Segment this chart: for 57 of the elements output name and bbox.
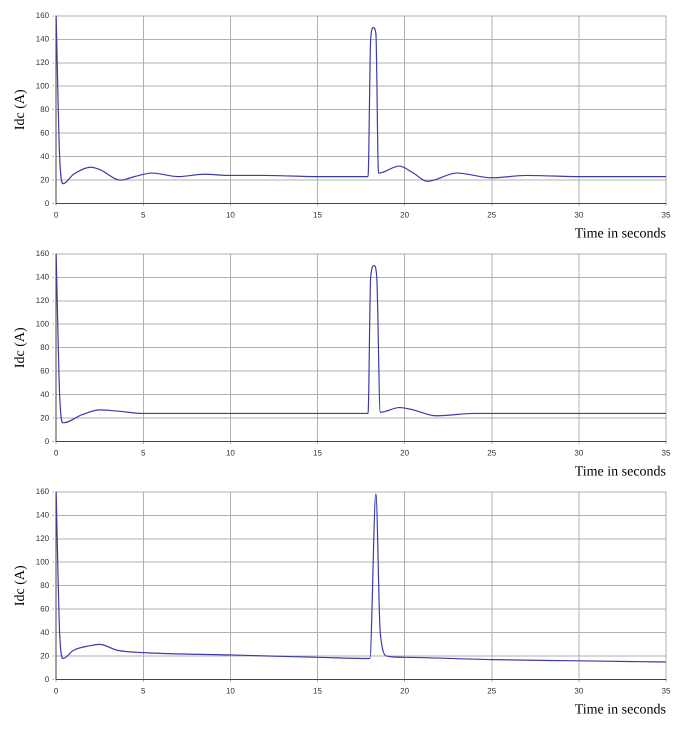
x-axis-title: Time in seconds — [574, 226, 666, 242]
y-tick-label: 80 — [40, 580, 50, 590]
x-tick-label: 35 — [662, 210, 671, 220]
y-tick-label: 20 — [40, 651, 50, 660]
x-tick-label: 10 — [226, 448, 236, 458]
y-tick-label: 100 — [36, 557, 50, 566]
y-tick-label: 0 — [44, 198, 50, 208]
y-tick-label: 40 — [40, 628, 50, 637]
x-tick-label: 35 — [662, 448, 671, 458]
x-tick-label: 30 — [574, 210, 584, 220]
y-axis-title: Idc (A) — [13, 564, 28, 606]
x-tick-label: 35 — [662, 686, 671, 696]
x-tick-label: 20 — [400, 448, 410, 458]
y-tick-label: 160 — [36, 11, 50, 20]
y-tick-label: 100 — [36, 319, 50, 328]
x-tick-label: 20 — [400, 686, 410, 696]
y-axis-title: Idc (A) — [13, 88, 28, 130]
y-tick-label: 140 — [36, 34, 50, 44]
x-tick-label: 5 — [141, 686, 146, 696]
y-tick-label: 60 — [40, 128, 50, 138]
x-tick-label: 15 — [313, 210, 323, 220]
y-tick-label: 160 — [36, 487, 50, 496]
y-tick-label: 120 — [36, 534, 50, 543]
x-axis-title: Time in seconds — [574, 702, 666, 718]
y-tick-label: 0 — [44, 674, 50, 684]
x-tick-label: 25 — [487, 686, 497, 696]
y-tick-label: 140 — [36, 272, 50, 282]
y-tick-label: 160 — [36, 249, 50, 258]
x-tick-label: 30 — [574, 686, 584, 696]
x-tick-label: 10 — [226, 686, 236, 696]
y-tick-label: 20 — [40, 413, 50, 422]
x-tick-label: 15 — [313, 448, 323, 458]
x-tick-label: 5 — [141, 448, 146, 458]
x-tick-label: 25 — [487, 210, 497, 220]
x-tick-label: 20 — [400, 210, 410, 220]
x-tick-label: 25 — [487, 448, 497, 458]
y-tick-label: 60 — [40, 604, 50, 614]
x-tick-label: 0 — [54, 210, 59, 220]
y-tick-label: 120 — [36, 296, 50, 305]
y-tick-label: 40 — [40, 390, 50, 399]
x-tick-label: 30 — [574, 448, 584, 458]
y-tick-label: 80 — [40, 342, 50, 352]
y-tick-label: 60 — [40, 366, 50, 376]
x-tick-label: 10 — [226, 210, 236, 220]
y-axis-title: Idc (A) — [13, 326, 28, 368]
y-tick-label: 20 — [40, 175, 50, 184]
x-tick-label: 15 — [313, 686, 323, 696]
x-axis-title: Time in seconds — [574, 464, 666, 480]
y-tick-label: 120 — [36, 58, 50, 67]
y-tick-label: 80 — [40, 104, 50, 114]
y-tick-label: 140 — [36, 510, 50, 520]
x-tick-label: 5 — [141, 210, 146, 220]
y-tick-label: 100 — [36, 81, 50, 90]
x-tick-label: 0 — [54, 686, 59, 696]
y-tick-label: 40 — [40, 152, 50, 161]
y-tick-label: 0 — [44, 436, 50, 446]
x-tick-label: 0 — [54, 448, 59, 458]
